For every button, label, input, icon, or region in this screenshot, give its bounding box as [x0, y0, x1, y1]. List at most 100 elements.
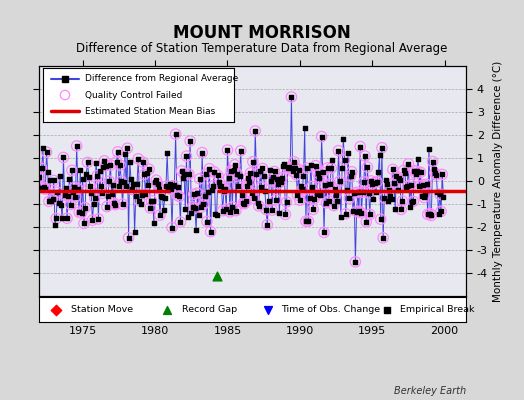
Point — [287, 94, 296, 100]
Point — [268, 207, 276, 213]
Point — [375, 152, 384, 158]
Point — [395, 175, 403, 181]
Point — [242, 198, 250, 204]
Point — [398, 198, 407, 204]
Point — [286, 165, 294, 171]
Point — [111, 202, 119, 208]
Point — [293, 192, 302, 198]
Point — [75, 209, 83, 215]
Point — [74, 186, 82, 192]
Point — [244, 175, 252, 182]
Point — [310, 196, 319, 202]
Point — [87, 189, 95, 196]
Point — [220, 188, 228, 195]
Point — [370, 179, 379, 186]
Point — [172, 192, 181, 198]
Point — [238, 192, 246, 198]
Point — [264, 197, 272, 204]
Point — [403, 183, 411, 190]
Point — [302, 218, 310, 224]
Point — [359, 179, 368, 185]
Point — [59, 154, 68, 161]
Text: Difference from Regional Average: Difference from Regional Average — [85, 74, 238, 83]
Point — [81, 204, 89, 211]
Point — [426, 210, 434, 217]
Point — [147, 198, 156, 204]
Point — [155, 185, 163, 192]
Point — [258, 165, 267, 172]
Point — [48, 196, 57, 202]
Point — [429, 158, 437, 165]
Point — [91, 195, 99, 201]
Point — [373, 179, 381, 185]
Point — [122, 182, 130, 189]
Point — [335, 178, 344, 184]
Point — [226, 209, 234, 215]
Point — [345, 195, 354, 202]
Point — [337, 214, 345, 220]
Point — [431, 170, 439, 176]
Point — [342, 210, 350, 217]
Point — [96, 183, 105, 190]
Point — [385, 187, 394, 193]
Point — [78, 210, 86, 216]
Point — [231, 162, 239, 168]
Point — [84, 174, 93, 180]
Text: 2000: 2000 — [431, 326, 458, 336]
Point — [392, 173, 400, 179]
Point — [283, 165, 292, 171]
Point — [369, 196, 378, 202]
Point — [183, 214, 192, 220]
Point — [168, 224, 176, 231]
Point — [167, 186, 175, 192]
Point — [167, 186, 175, 192]
Point — [269, 174, 278, 180]
Point — [202, 171, 210, 177]
Point — [166, 181, 174, 188]
Point — [117, 178, 126, 184]
Point — [273, 176, 281, 182]
Point — [410, 168, 419, 174]
Point — [152, 177, 160, 183]
Point — [434, 210, 443, 217]
Point — [414, 156, 422, 162]
Point — [210, 169, 219, 175]
Point — [232, 208, 240, 214]
Point — [240, 200, 248, 207]
Point — [379, 235, 387, 241]
Point — [184, 171, 193, 177]
Point — [372, 189, 380, 195]
Point — [255, 203, 263, 209]
Point — [267, 178, 275, 184]
Point — [86, 182, 94, 189]
Text: Record Gap: Record Gap — [182, 305, 237, 314]
Point — [270, 168, 279, 175]
Point — [169, 182, 178, 189]
Point — [170, 181, 179, 188]
Point — [355, 208, 363, 214]
Point — [152, 177, 160, 183]
Point — [35, 174, 43, 180]
Point — [274, 180, 282, 187]
Point — [422, 181, 431, 188]
Point — [299, 173, 308, 179]
Point — [323, 165, 332, 171]
Point — [81, 204, 89, 211]
Point — [358, 189, 367, 195]
Point — [79, 176, 87, 182]
Point — [338, 164, 346, 171]
Point — [93, 172, 102, 179]
Point — [135, 197, 144, 204]
Point — [263, 222, 271, 228]
Point — [139, 159, 147, 166]
Point — [290, 158, 298, 165]
Point — [42, 149, 51, 155]
Point — [276, 178, 285, 185]
Point — [350, 190, 358, 196]
Point — [377, 216, 385, 222]
Point — [117, 178, 126, 184]
Point — [219, 208, 227, 214]
Point — [226, 209, 234, 215]
Point — [334, 148, 343, 154]
Point — [363, 164, 372, 170]
